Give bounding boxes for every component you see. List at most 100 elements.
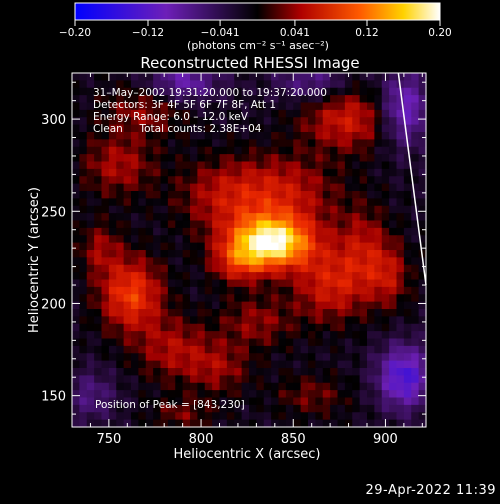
heatmap-cell bbox=[308, 368, 316, 376]
heatmap-cell bbox=[374, 227, 383, 236]
heatmap-cell bbox=[322, 205, 331, 214]
heatmap-cell bbox=[226, 360, 235, 369]
heatmap-cell bbox=[396, 316, 405, 325]
heatmap-cell bbox=[359, 132, 368, 140]
plot-frame bbox=[71, 72, 427, 428]
heatmap-cell bbox=[359, 375, 368, 384]
heatmap-cell bbox=[197, 227, 206, 236]
heatmap-cell bbox=[389, 316, 398, 325]
heatmap-cell bbox=[344, 80, 353, 89]
heatmap-cell bbox=[374, 213, 383, 222]
heatmap-cell bbox=[285, 198, 294, 207]
heatmap-cell bbox=[367, 198, 375, 207]
heatmap-cell bbox=[153, 146, 162, 155]
heatmap-cell bbox=[381, 309, 390, 317]
heatmap-cell bbox=[396, 198, 405, 207]
heatmap-cell bbox=[86, 124, 95, 133]
heatmap-cell bbox=[153, 309, 162, 317]
heatmap-cell bbox=[337, 227, 346, 236]
heatmap-cell bbox=[131, 279, 139, 288]
heatmap-cell bbox=[411, 360, 420, 369]
heatmap-cell bbox=[403, 331, 412, 340]
heatmap-cell bbox=[190, 250, 198, 258]
heatmap-cell bbox=[167, 301, 176, 310]
heatmap-cell bbox=[145, 419, 154, 428]
heatmap-cell bbox=[101, 154, 110, 163]
heatmap-cell bbox=[86, 353, 95, 362]
heatmap-cell bbox=[278, 286, 287, 295]
heatmap-cell bbox=[278, 132, 287, 140]
heatmap-cell bbox=[182, 139, 191, 148]
heatmap-cell bbox=[278, 338, 287, 347]
heatmap-cell bbox=[249, 109, 257, 118]
heatmap-cell bbox=[389, 87, 398, 96]
heatmap-cell bbox=[396, 132, 405, 140]
heatmap-cell bbox=[167, 309, 176, 317]
heatmap-cell bbox=[101, 404, 110, 413]
heatmap-cell bbox=[234, 146, 243, 155]
heatmap-cell bbox=[182, 331, 191, 340]
heatmap-cell bbox=[285, 419, 294, 428]
heatmap-cell bbox=[86, 316, 95, 325]
heatmap-cell bbox=[367, 146, 375, 155]
heatmap-cell bbox=[190, 309, 198, 317]
heatmap-cell bbox=[131, 168, 139, 177]
heatmap-cell bbox=[249, 382, 257, 391]
heatmap-cell bbox=[337, 338, 346, 347]
heatmap-cell bbox=[116, 198, 125, 207]
heatmap-cell bbox=[374, 390, 383, 399]
heatmap-cell bbox=[175, 198, 184, 207]
heatmap-cell bbox=[72, 382, 80, 391]
heatmap-cell bbox=[418, 412, 427, 421]
heatmap-cell bbox=[131, 360, 139, 369]
heatmap-cell bbox=[116, 242, 125, 251]
heatmap-cell bbox=[219, 360, 228, 369]
heatmap-cell bbox=[116, 309, 125, 317]
heatmap-cell bbox=[72, 102, 80, 111]
heatmap-cell bbox=[153, 338, 162, 347]
heatmap-cell bbox=[138, 316, 147, 325]
heatmap-cell bbox=[278, 331, 287, 340]
heatmap-cell bbox=[396, 213, 405, 222]
heatmap-cell bbox=[359, 117, 368, 126]
heatmap-cell bbox=[123, 412, 132, 421]
heatmap-cell bbox=[381, 390, 390, 399]
heatmap-cell bbox=[241, 331, 250, 340]
heatmap-cell bbox=[197, 257, 206, 266]
heatmap-cell bbox=[72, 286, 80, 295]
heatmap-cell bbox=[418, 220, 427, 229]
heatmap-cell bbox=[204, 412, 213, 421]
heatmap-cell bbox=[108, 250, 117, 258]
heatmap-cell bbox=[175, 95, 184, 104]
heatmap-cell bbox=[182, 132, 191, 140]
heatmap-cell bbox=[241, 168, 250, 177]
heatmap-cell bbox=[123, 257, 132, 266]
heatmap-cell bbox=[108, 323, 117, 332]
heatmap-cell bbox=[182, 198, 191, 207]
heatmap-cell bbox=[123, 176, 132, 185]
heatmap-cell bbox=[79, 132, 88, 140]
heatmap-cell bbox=[212, 146, 221, 155]
heatmap-cell bbox=[271, 154, 280, 163]
heatmap-cell bbox=[381, 146, 390, 155]
heatmap-cell bbox=[138, 161, 147, 170]
heatmap-cell bbox=[219, 309, 228, 317]
heatmap-cell bbox=[418, 124, 427, 133]
heatmap-cell bbox=[367, 257, 375, 266]
heatmap-cell bbox=[308, 309, 316, 317]
heatmap-cell bbox=[167, 360, 176, 369]
heatmap-cell bbox=[131, 397, 139, 406]
heatmap-cell bbox=[234, 397, 243, 406]
heatmap-cell bbox=[293, 419, 302, 428]
heatmap-cell bbox=[315, 205, 324, 214]
heatmap-cell bbox=[241, 235, 250, 244]
heatmap-cell bbox=[226, 375, 235, 384]
heatmap-cell bbox=[256, 279, 265, 288]
heatmap-cell bbox=[94, 345, 103, 354]
heatmap-cell bbox=[108, 95, 117, 104]
heatmap-cell bbox=[322, 412, 331, 421]
heatmap-cell bbox=[271, 375, 280, 384]
heatmap-cell bbox=[403, 345, 412, 354]
heatmap-cell bbox=[153, 375, 162, 384]
heatmap-cell bbox=[337, 213, 346, 222]
